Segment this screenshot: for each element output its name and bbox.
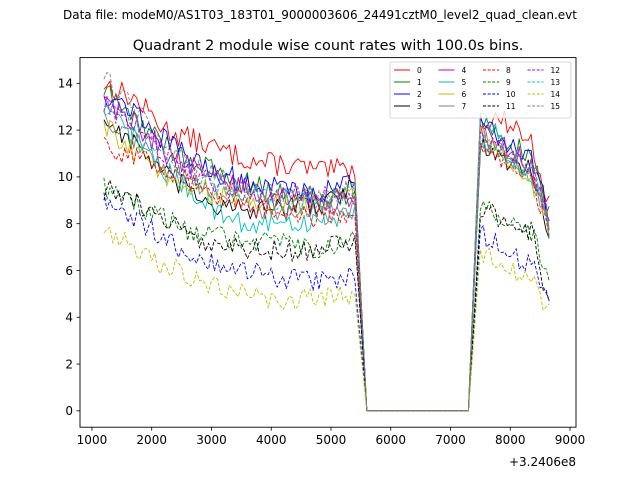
legend-label-12: 12 xyxy=(551,66,561,75)
x-tick-label: 8000 xyxy=(495,433,526,447)
y-tick-label: 12 xyxy=(58,123,73,137)
legend-label-10: 10 xyxy=(506,90,516,99)
y-tick-label: 10 xyxy=(58,170,73,184)
legend-label-9: 9 xyxy=(506,78,511,87)
x-tick-label: 5000 xyxy=(316,433,347,447)
legend-label-5: 5 xyxy=(462,78,467,87)
figure-suptitle: Data file: modeM0/AS1T03_183T01_90000036… xyxy=(63,8,577,22)
x-tick-label: 7000 xyxy=(435,433,466,447)
legend-label-0: 0 xyxy=(417,66,422,75)
legend-box xyxy=(389,61,572,119)
x-tick-label: 3000 xyxy=(196,433,227,447)
legend-label-13: 13 xyxy=(551,78,561,87)
series-line-14 xyxy=(103,227,550,412)
series-line-13 xyxy=(103,102,550,412)
plot-area xyxy=(79,57,577,428)
series-line-9 xyxy=(103,177,550,412)
axes-border xyxy=(79,57,577,428)
y-tick-label: 14 xyxy=(58,77,73,91)
legend-label-15: 15 xyxy=(551,102,561,111)
legend-label-7: 7 xyxy=(462,102,467,111)
y-tick-label: 2 xyxy=(65,357,73,371)
series-line-15 xyxy=(103,72,550,412)
legend-label-6: 6 xyxy=(462,90,467,99)
series-line-2 xyxy=(103,95,550,412)
legend-label-11: 11 xyxy=(506,102,516,111)
series-line-8 xyxy=(103,136,550,412)
legend-label-3: 3 xyxy=(417,102,422,111)
x-tick-label: 2000 xyxy=(136,433,167,447)
x-axis: 1000 2000 3000 4000 5000 6000 7000 8000 9000 xyxy=(77,427,586,447)
y-tick-label: 6 xyxy=(65,264,73,278)
series-line-11 xyxy=(103,179,550,412)
y-tick-label: 0 xyxy=(65,404,73,418)
series-layer xyxy=(103,72,550,412)
legend-label-8: 8 xyxy=(506,66,511,75)
x-tick-label: 4000 xyxy=(256,433,287,447)
legend-label-1: 1 xyxy=(417,78,422,87)
legend-label-4: 4 xyxy=(462,66,467,75)
x-tick-label: 1000 xyxy=(77,433,108,447)
y-axis: 0 2 4 6 8 10 12 14 xyxy=(58,77,80,418)
x-tick-label: 9000 xyxy=(555,433,586,447)
y-tick-label: 8 xyxy=(65,217,73,231)
series-line-10 xyxy=(103,192,550,412)
x-tick-label: 6000 xyxy=(375,433,406,447)
y-tick-label: 4 xyxy=(65,311,73,325)
legend-label-2: 2 xyxy=(417,90,422,99)
chart-title: Quadrant 2 module wise count rates with … xyxy=(133,38,524,54)
legend-label-14: 14 xyxy=(551,90,561,99)
series-line-12 xyxy=(103,95,550,412)
x-axis-offset-label: +3.2406e8 xyxy=(509,455,576,469)
